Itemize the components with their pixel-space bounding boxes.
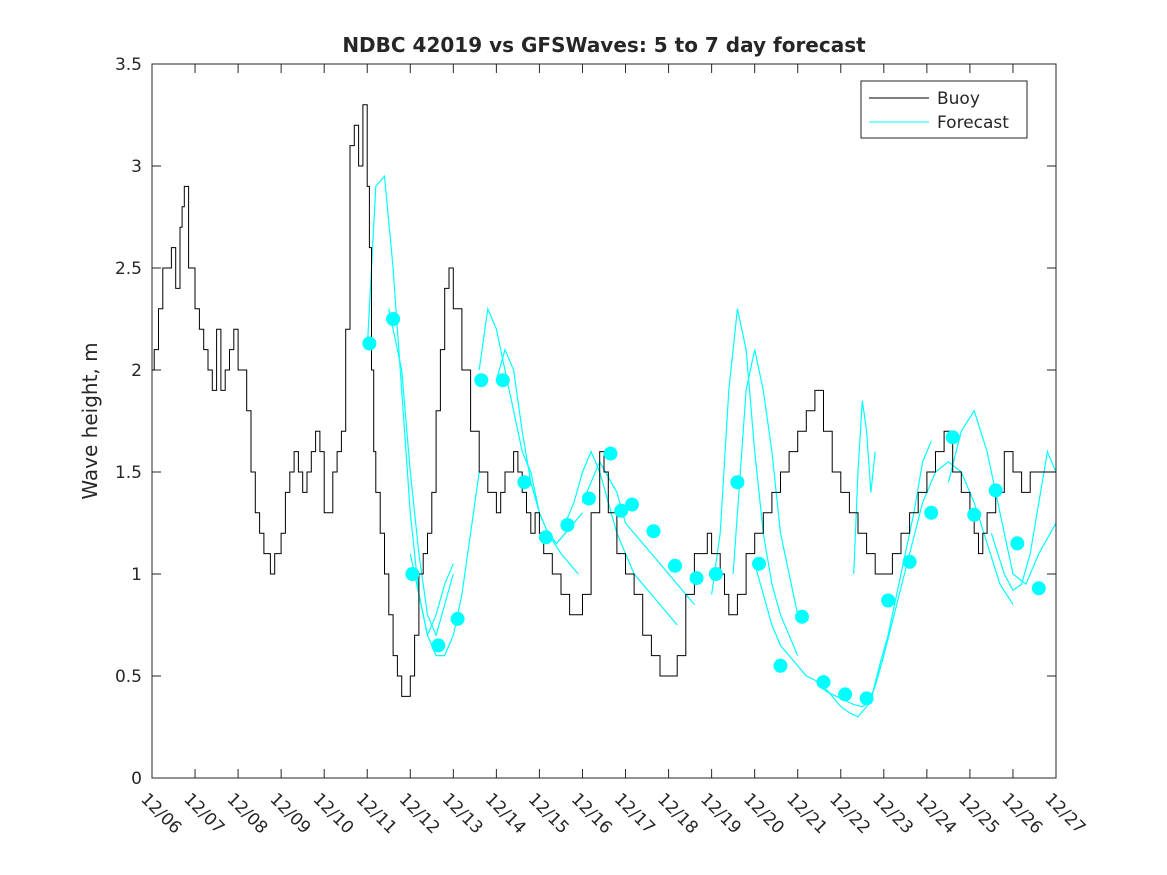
forecast-series-line (853, 400, 876, 575)
forecast-marker (431, 638, 446, 653)
plot-area (152, 64, 1056, 778)
forecast-marker (603, 446, 618, 461)
forecast-series-line (947, 409, 1056, 586)
legend-box (860, 80, 1028, 139)
forecast-marker (859, 691, 874, 706)
x-tick-label: 12/17 (610, 789, 659, 838)
y-tick-label: 0 (131, 769, 142, 789)
forecast-marker (838, 687, 853, 702)
forecast-marker (614, 503, 629, 518)
forecast-marker (795, 609, 809, 624)
forecast-series-line (409, 471, 480, 657)
forecast-marker (881, 593, 896, 608)
x-tick-label: 12/19 (696, 789, 745, 838)
forecast-marker (495, 373, 510, 388)
forecast-marker (668, 558, 682, 573)
x-tick-labels: 12/0612/0712/0812/0912/1012/1112/1212/13… (136, 789, 1089, 838)
x-tick-label: 12/09 (266, 789, 315, 838)
plot-content (152, 104, 1056, 718)
y-tick-label: 3 (131, 157, 142, 177)
y-axis-label: Wave height, m (78, 342, 102, 499)
y-tick-label: 3.5 (115, 55, 142, 75)
x-tick-label: 12/24 (911, 789, 960, 838)
forecast-marker (517, 475, 532, 490)
x-tick-label: 12/13 (438, 789, 487, 838)
forecast-marker (474, 373, 489, 388)
y-tick-label: 2.5 (115, 259, 142, 279)
forecast-marker (450, 611, 465, 626)
forecast-marker (1031, 581, 1046, 596)
forecast-marker (646, 524, 661, 539)
x-tick-label: 12/25 (954, 789, 1003, 838)
legend-buoy-label: Buoy (937, 89, 980, 109)
x-tick-label: 12/20 (739, 789, 788, 838)
y-tick-label: 2 (131, 361, 142, 381)
forecast-marker (730, 475, 745, 490)
y-tick-label: 0.5 (115, 667, 142, 687)
forecast-series-line (564, 450, 678, 626)
forecast-series-line (732, 349, 799, 615)
forecast-series-line (883, 461, 1014, 656)
x-tick-label: 12/12 (395, 789, 444, 838)
x-tick-label: 12/18 (653, 789, 702, 838)
y-tick-label: 1 (131, 565, 142, 585)
forecast-series-line (990, 449, 1056, 592)
x-tick-label: 12/16 (567, 789, 616, 838)
forecast-marker (752, 556, 766, 571)
forecast-marker (902, 554, 917, 569)
tick-marks (151, 63, 1057, 779)
x-tick-label: 12/07 (180, 789, 229, 838)
x-tick-label: 12/23 (868, 789, 917, 838)
forecast-marker (689, 571, 704, 586)
forecast-marker (625, 497, 639, 512)
x-tick-label: 12/06 (136, 789, 185, 838)
forecast-marker (924, 505, 939, 520)
forecast-marker (816, 675, 831, 690)
x-tick-label: 12/11 (352, 789, 401, 838)
x-tick-label: 12/27 (1040, 789, 1089, 838)
forecast-marker (708, 567, 723, 581)
buoy-series-line (152, 104, 1056, 697)
x-tick-label: 12/10 (309, 789, 358, 838)
plot-frame (151, 63, 1057, 779)
x-tick-label: 12/22 (825, 789, 874, 838)
forecast-series-line (711, 308, 799, 656)
chart-title: NDBC 42019 vs GFSWaves: 5 to 7 day forec… (342, 33, 866, 57)
legend-forecast-label: Forecast (937, 113, 1009, 133)
x-tick-label: 12/14 (481, 789, 530, 838)
forecast-series-line (388, 308, 454, 638)
x-tick-label: 12/26 (997, 789, 1046, 838)
forecast-marker (988, 483, 1003, 498)
forecast-marker (560, 518, 575, 532)
forecast-marker (581, 491, 596, 506)
y-tick-labels: 0 0.5 1 1.5 2 2.5 3 3.5 (115, 55, 142, 789)
x-tick-label: 12/15 (524, 789, 573, 838)
forecast-marker (538, 530, 553, 545)
forecast-marker (362, 336, 377, 351)
forecast-marker (967, 507, 982, 522)
forecast-series-line (366, 174, 454, 638)
forecast-marker (945, 430, 960, 445)
forecast-marker (773, 658, 788, 673)
x-tick-label: 12/21 (782, 789, 831, 838)
forecast-marker (386, 312, 401, 326)
forecast-series-line (818, 441, 932, 708)
y-tick-label: 1.5 (115, 463, 142, 483)
x-tick-label: 12/08 (223, 789, 272, 838)
forecast-marker (405, 567, 420, 581)
forecast-series-line (495, 347, 583, 545)
forecast-series-line (581, 460, 695, 605)
forecast-marker (1010, 536, 1025, 551)
legend: Buoy Forecast (860, 80, 1028, 139)
